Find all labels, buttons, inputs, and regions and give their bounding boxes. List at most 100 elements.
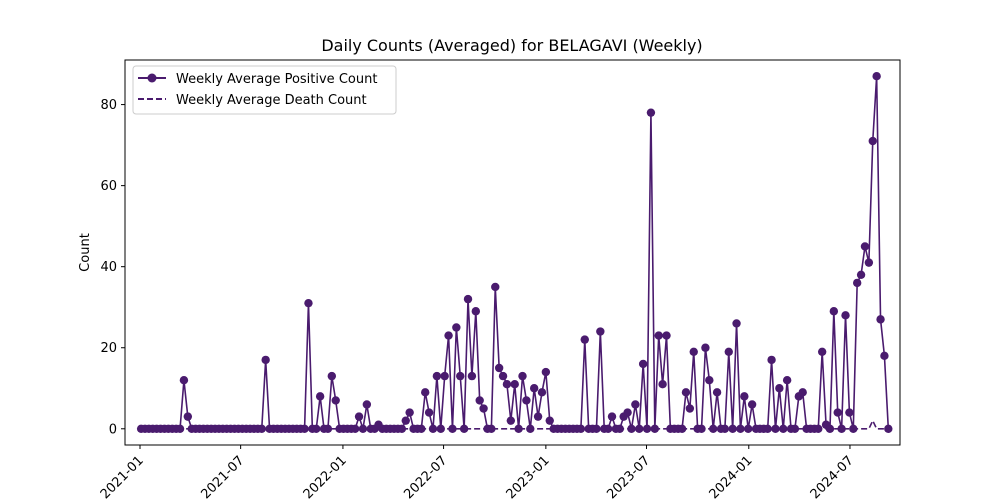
chart-title: Daily Counts (Averaged) for BELAGAVI (We… <box>321 36 702 55</box>
positive-count-point <box>179 375 189 385</box>
positive-count-point <box>852 278 862 288</box>
positive-count-point <box>876 315 885 324</box>
positive-count-point <box>183 412 193 421</box>
y-tick-label: 80 <box>100 98 117 113</box>
positive-count-point <box>467 371 477 381</box>
x-tick-label: 2023-07 <box>604 453 653 500</box>
positive-count-point <box>798 388 807 397</box>
positive-count-point <box>724 347 733 356</box>
x-axis: 2021-01 2021-07 2022-01 2022-07 2023-01 2023-… <box>98 445 857 500</box>
positive-count-point <box>740 392 749 401</box>
x-tick-label: 2022-01 <box>301 453 350 500</box>
positive-count-point <box>518 371 527 381</box>
positive-count-point <box>456 371 465 381</box>
positive-count-point <box>452 323 461 332</box>
positive-count-point <box>603 424 613 433</box>
positive-count-point <box>463 294 473 304</box>
positive-count-point <box>541 367 551 377</box>
positive-count-point <box>545 416 554 425</box>
positive-count-point <box>658 380 667 389</box>
positive-count-point <box>510 380 519 389</box>
legend-box <box>132 65 397 115</box>
positive-count-point <box>444 331 453 340</box>
positive-count-point <box>607 412 617 421</box>
positive-count-point <box>421 388 430 397</box>
positive-count-point <box>331 396 340 405</box>
positive-count-point <box>397 424 407 433</box>
y-axis: 0 20 40 60 80 <box>100 98 125 437</box>
positive-count-point <box>506 416 516 425</box>
x-tick-label: 2022-07 <box>401 453 450 500</box>
death-count-line <box>141 419 889 430</box>
positive-count-point <box>841 311 850 320</box>
legend-label-death: Weekly Average Death Count <box>176 93 367 108</box>
x-tick-label: 2023-01 <box>504 453 553 500</box>
series-layer <box>136 72 893 433</box>
positive-count-point <box>631 400 640 409</box>
positive-count-point <box>623 408 632 417</box>
positive-count-point <box>354 412 364 421</box>
positive-count-point <box>833 408 842 417</box>
x-tick-label: 2024-01 <box>707 453 756 500</box>
positive-count-point <box>323 424 333 433</box>
positive-count-point <box>487 424 496 433</box>
positive-count-point <box>533 412 543 421</box>
positive-count-point <box>362 400 372 409</box>
y-tick-label: 0 <box>109 422 117 437</box>
positive-count-point <box>845 408 854 417</box>
positive-count-point <box>646 108 656 117</box>
positive-count-point <box>701 343 710 352</box>
positive-count-point <box>479 404 488 413</box>
positive-count-point <box>829 307 839 316</box>
positive-count-point <box>747 400 757 409</box>
positive-count-point <box>491 282 500 292</box>
positive-count-point <box>327 371 337 381</box>
positive-count-point <box>728 424 737 433</box>
positive-count-point <box>498 371 508 381</box>
positive-count-point <box>654 331 663 340</box>
positive-count-point <box>767 355 776 365</box>
y-tick-label: 40 <box>100 260 117 275</box>
positive-count-point <box>872 72 881 81</box>
positive-count-point <box>864 258 874 267</box>
x-tick-label: 2021-07 <box>198 453 247 500</box>
legend-positive-marker-icon <box>147 73 157 83</box>
positive-count-point <box>432 371 442 381</box>
positive-count-point <box>494 363 504 373</box>
legend-label-positive: Weekly Average Positive Count <box>176 72 377 87</box>
positive-count-point <box>868 136 877 146</box>
positive-count-point <box>856 270 866 279</box>
positive-count-point <box>860 242 870 251</box>
positive-count-point <box>514 424 523 433</box>
x-tick-label: 2024-07 <box>808 453 857 500</box>
positive-count-point <box>350 424 360 433</box>
positive-count-point <box>775 384 784 393</box>
positive-count-point <box>596 327 605 336</box>
legend: Weekly Average Positive Count Weekly Ave… <box>132 65 397 115</box>
positive-count-point <box>580 335 589 344</box>
positive-count-point <box>405 408 414 417</box>
positive-count-point <box>720 424 730 433</box>
positive-count-point <box>471 307 481 316</box>
positive-count-point <box>732 319 741 328</box>
positive-count-point <box>837 424 846 433</box>
positive-count-point <box>522 396 531 405</box>
positive-count-point <box>689 347 698 356</box>
x-tick-label: 2021-01 <box>98 453 147 500</box>
y-tick-label: 20 <box>100 341 117 356</box>
positive-count-point <box>782 375 792 385</box>
positive-count-point <box>424 408 434 417</box>
positive-count-point <box>502 380 512 389</box>
positive-count-point <box>712 388 722 397</box>
positive-count-point <box>475 396 484 405</box>
positive-count-point <box>681 388 691 397</box>
positive-count-point <box>537 388 547 397</box>
positive-count-point <box>880 351 889 361</box>
y-axis-label: Count <box>78 233 93 272</box>
positive-count-point <box>817 347 827 356</box>
positive-count-point <box>440 371 449 381</box>
positive-count-point <box>638 359 648 369</box>
positive-count-point <box>576 424 586 433</box>
positive-count-point <box>529 384 539 393</box>
